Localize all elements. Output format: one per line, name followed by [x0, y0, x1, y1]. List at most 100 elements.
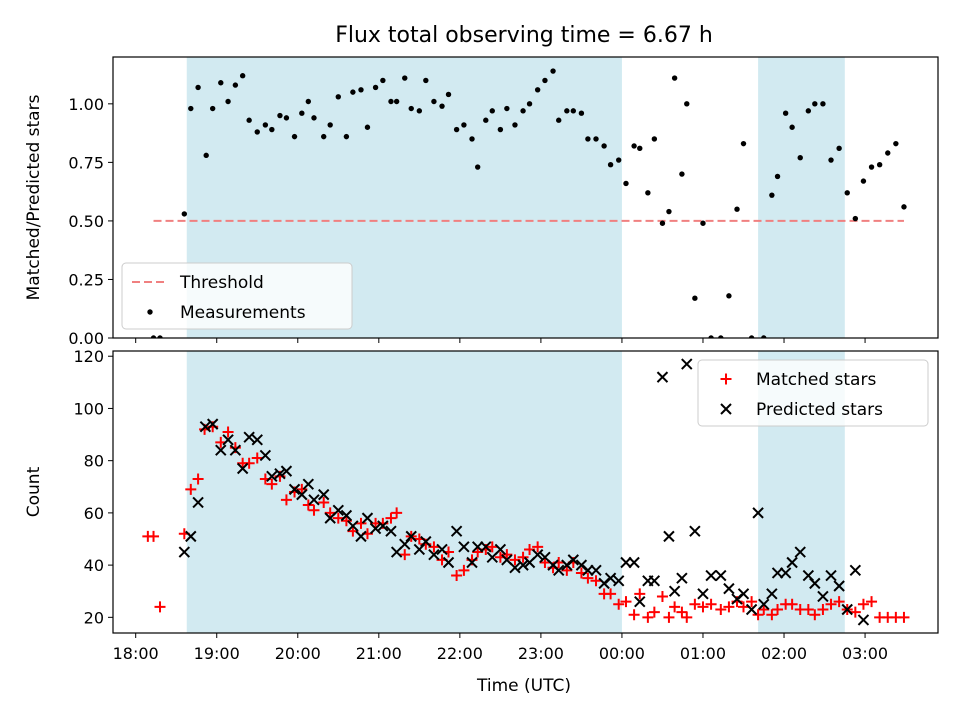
- predicted-star-point: [766, 588, 778, 600]
- measurement-point: [380, 77, 386, 84]
- count-panel: 18:00 19:00 20:00 21:00 22:00 23:00 00:00 01:00…: [24, 347, 939, 663]
- measurement-point: [666, 208, 672, 215]
- predicted-star-point: [531, 548, 544, 561]
- measurement-point: [321, 133, 327, 140]
- matched-star-point: [669, 601, 681, 613]
- predicted-star-point: [737, 588, 750, 600]
- predicted-star-point: [251, 434, 263, 446]
- x-tick-label: 01:00: [680, 644, 726, 663]
- measurement-point: [283, 115, 290, 121]
- matched-star-point: [539, 557, 551, 568]
- predicted-star-point: [494, 543, 507, 556]
- predicted-star-point: [715, 569, 727, 582]
- matched-star-point: [332, 512, 344, 524]
- measurement-point: [542, 77, 548, 84]
- matched-star-point: [324, 507, 336, 519]
- predicted-star-point: [178, 546, 191, 558]
- predicted-star-point: [215, 444, 227, 456]
- measurement-point: [512, 122, 518, 128]
- predicted-star-point: [517, 559, 529, 571]
- measurement-point: [225, 98, 231, 105]
- predicted-star-point: [332, 504, 345, 516]
- predicted-star-point: [676, 572, 688, 584]
- matched-star-point: [451, 570, 463, 582]
- predicted-star-point: [222, 434, 234, 446]
- measurement-point: [601, 143, 607, 149]
- measurement-point: [445, 91, 452, 98]
- predicted-star-point: [288, 483, 301, 496]
- measurement-point: [860, 178, 867, 184]
- measurement-point: [726, 293, 732, 299]
- legend-label: Threshold: [179, 273, 264, 293]
- measurement-point: [188, 105, 194, 112]
- measurement-point: [489, 108, 495, 114]
- x-tick-label: 02:00: [761, 644, 807, 663]
- measurement-point: [828, 157, 834, 163]
- measurement-point: [402, 75, 408, 81]
- matched-star-point: [825, 598, 837, 610]
- predicted-star-point: [185, 530, 197, 543]
- matched-star-point: [148, 530, 160, 542]
- matched-star-point: [251, 452, 263, 464]
- legend-label: Matched stars: [756, 370, 876, 390]
- measurement-point: [761, 335, 767, 338]
- matched-star-point: [786, 598, 798, 610]
- measurement-point: [852, 215, 859, 222]
- measurement-point: [885, 150, 891, 156]
- matched-star-point: [802, 604, 814, 615]
- predicted-star-point: [377, 520, 389, 532]
- matched-star-point: [628, 609, 640, 621]
- measurement-point: [209, 105, 216, 112]
- measurement-point: [423, 77, 429, 84]
- predicted-star-point: [689, 525, 701, 537]
- predicted-star-point: [668, 585, 681, 597]
- measurement-point: [718, 335, 724, 338]
- measurement-point: [431, 98, 437, 105]
- measurement-point: [232, 82, 239, 88]
- predicted-star-point: [308, 494, 320, 506]
- matched-star-point: [318, 496, 330, 508]
- matched-star-point: [772, 604, 784, 615]
- matched-star-point: [517, 551, 529, 563]
- predicted-star-point: [361, 512, 374, 524]
- matched-star-point: [613, 598, 625, 610]
- measurement-point: [305, 98, 312, 105]
- predicted-star-point: [259, 449, 272, 462]
- predicted-star-point: [317, 488, 330, 501]
- matched-star-point: [192, 473, 204, 485]
- matched-star-point: [656, 590, 668, 602]
- predicted-star-point: [705, 569, 717, 582]
- y-tick-label: 1.00: [68, 95, 104, 114]
- predicted-star-point: [385, 525, 397, 537]
- matched-star-point: [663, 611, 675, 623]
- matched-star-point: [501, 549, 513, 561]
- measurement-point: [453, 126, 460, 133]
- predicted-star-point: [612, 575, 625, 587]
- measurement-point: [593, 136, 599, 142]
- predicted-star-point: [656, 371, 669, 383]
- measurement-point: [769, 192, 775, 198]
- y-tick-label: 0.00: [68, 329, 104, 348]
- y-tick-label: 120: [73, 347, 104, 366]
- matched-star-point: [355, 517, 367, 529]
- measurement-point: [393, 98, 400, 105]
- measurement-point: [372, 84, 379, 91]
- measurement-point: [734, 206, 740, 212]
- measurement-point: [901, 204, 907, 210]
- measurement-point: [461, 122, 467, 128]
- measurement-point: [679, 171, 685, 177]
- predicted-star-point: [266, 470, 278, 483]
- predicted-star-point: [590, 564, 602, 577]
- matched-star-point: [642, 611, 654, 623]
- matched-star-point: [532, 541, 544, 553]
- predicted-star-point: [681, 358, 693, 370]
- measurement-point: [820, 101, 826, 107]
- x-tick-label: 20:00: [275, 644, 321, 663]
- measurement-point: [684, 101, 690, 107]
- predicted-star-point: [480, 541, 492, 553]
- measurement-point: [782, 110, 789, 116]
- predicted-star-point: [771, 567, 784, 579]
- y-axis-label: Matched/Predicted stars: [24, 94, 44, 300]
- matched-star-point: [620, 596, 632, 608]
- predicted-star-point: [582, 564, 594, 577]
